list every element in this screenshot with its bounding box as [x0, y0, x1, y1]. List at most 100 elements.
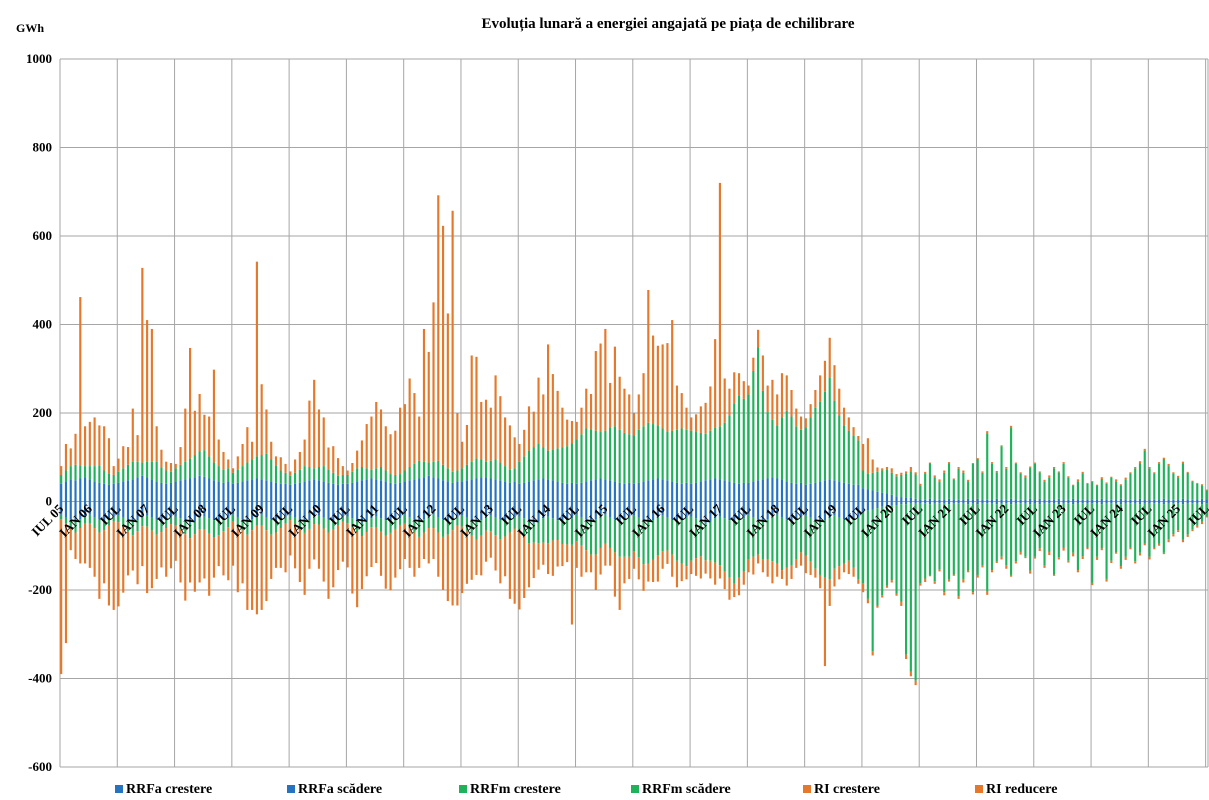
bar-segment [928, 574, 932, 577]
bar-segment [432, 501, 435, 515]
bar-segment [508, 532, 511, 599]
bar-segment [403, 404, 406, 471]
bar-segment [714, 562, 717, 585]
y-tick-label: 1000 [26, 51, 52, 66]
bar-segment [1157, 543, 1161, 546]
bar-segment [360, 466, 363, 481]
bar-segment [408, 501, 411, 517]
bar-segment [580, 434, 583, 483]
bar-segment [890, 472, 893, 495]
bar-segment [64, 481, 68, 502]
bar-segment [155, 501, 158, 520]
bar-segment [1200, 484, 1204, 486]
bar-segment [441, 480, 445, 502]
bar-segment [518, 483, 521, 502]
bar-segment [227, 459, 230, 469]
bar-segment [165, 461, 168, 471]
bar-segment [317, 409, 321, 467]
bar-segment [336, 458, 340, 476]
legend-label: RRFa scădere [298, 782, 382, 797]
bar-segment [737, 501, 741, 521]
bar-segment [990, 463, 994, 500]
bar-segment [208, 478, 211, 502]
bar-segment [384, 535, 387, 589]
bar-segment [570, 501, 574, 519]
bar-segment [1005, 565, 1008, 569]
bar-segment [103, 483, 106, 502]
bar-segment [379, 466, 383, 481]
bar-segment [876, 467, 879, 472]
bar-segment [1134, 561, 1137, 564]
bar-segment [1134, 468, 1137, 500]
bar-segment [189, 478, 192, 502]
bar-segment [317, 480, 321, 502]
bar-segment [327, 501, 330, 520]
bar-segment [174, 468, 177, 482]
bar-segment [632, 551, 636, 569]
bar-segment [1115, 481, 1118, 500]
bar-segment [1062, 462, 1065, 464]
bar-segment [341, 501, 344, 518]
bar-segment [1029, 501, 1032, 505]
bar-segment [995, 504, 998, 562]
bar-segment [203, 476, 206, 502]
bar-segment [885, 466, 889, 470]
bar-segment [260, 384, 263, 456]
bar-segment [542, 518, 545, 543]
bar-segment [1162, 459, 1165, 499]
bar-segment [64, 470, 68, 482]
bar-segment [723, 480, 726, 502]
bar-segment [317, 524, 321, 569]
bar-segment [193, 534, 196, 592]
bar-segment [217, 501, 220, 522]
bar-segment [833, 515, 836, 569]
bar-segment [518, 461, 521, 484]
bar-segment [819, 481, 822, 502]
bar-segment [1072, 501, 1075, 505]
bar-segment [131, 408, 134, 462]
bar-segment [757, 480, 760, 502]
bar-segment [379, 409, 383, 467]
bar-segment [169, 482, 173, 502]
bar-segment [217, 439, 220, 467]
bar-segment [1148, 503, 1151, 557]
bar-segment [790, 416, 793, 483]
bar-segment [1200, 485, 1204, 499]
bar-segment [1057, 504, 1060, 558]
bar-segment [222, 469, 225, 483]
bar-segment [962, 578, 965, 583]
bar-segment [828, 377, 831, 480]
bar-segment [733, 372, 736, 404]
bars [60, 182, 1208, 686]
bar-segment [780, 479, 784, 502]
bar-segment [952, 479, 955, 500]
bar-segment [742, 381, 745, 399]
bar-segment [642, 520, 645, 565]
bar-segment [294, 459, 297, 473]
bar-segment [680, 519, 683, 564]
bar-segment [709, 386, 712, 431]
bar-segment [1052, 574, 1056, 576]
bar-segment [160, 482, 163, 502]
bar-segment [542, 478, 545, 502]
bar-segment [1076, 499, 1079, 502]
bar-segment [265, 516, 268, 531]
bar-segment [1095, 484, 1099, 487]
bar-segment [532, 480, 535, 502]
bar-segment [981, 565, 984, 568]
bar-segment [346, 474, 349, 484]
bar-segment [251, 519, 254, 531]
bar-segment [1124, 501, 1127, 504]
bar-segment [255, 261, 258, 457]
bar-segment [241, 481, 244, 502]
bar-segment [184, 534, 187, 601]
bar-segment [589, 480, 593, 502]
bar-segment [723, 518, 726, 572]
bar-segment [322, 417, 325, 467]
bar-segment [766, 412, 769, 479]
bar-segment [370, 478, 373, 502]
bar-segment [523, 429, 526, 457]
bar-segment [93, 466, 96, 482]
bar-segment [470, 355, 473, 462]
bar-segment [905, 504, 908, 655]
